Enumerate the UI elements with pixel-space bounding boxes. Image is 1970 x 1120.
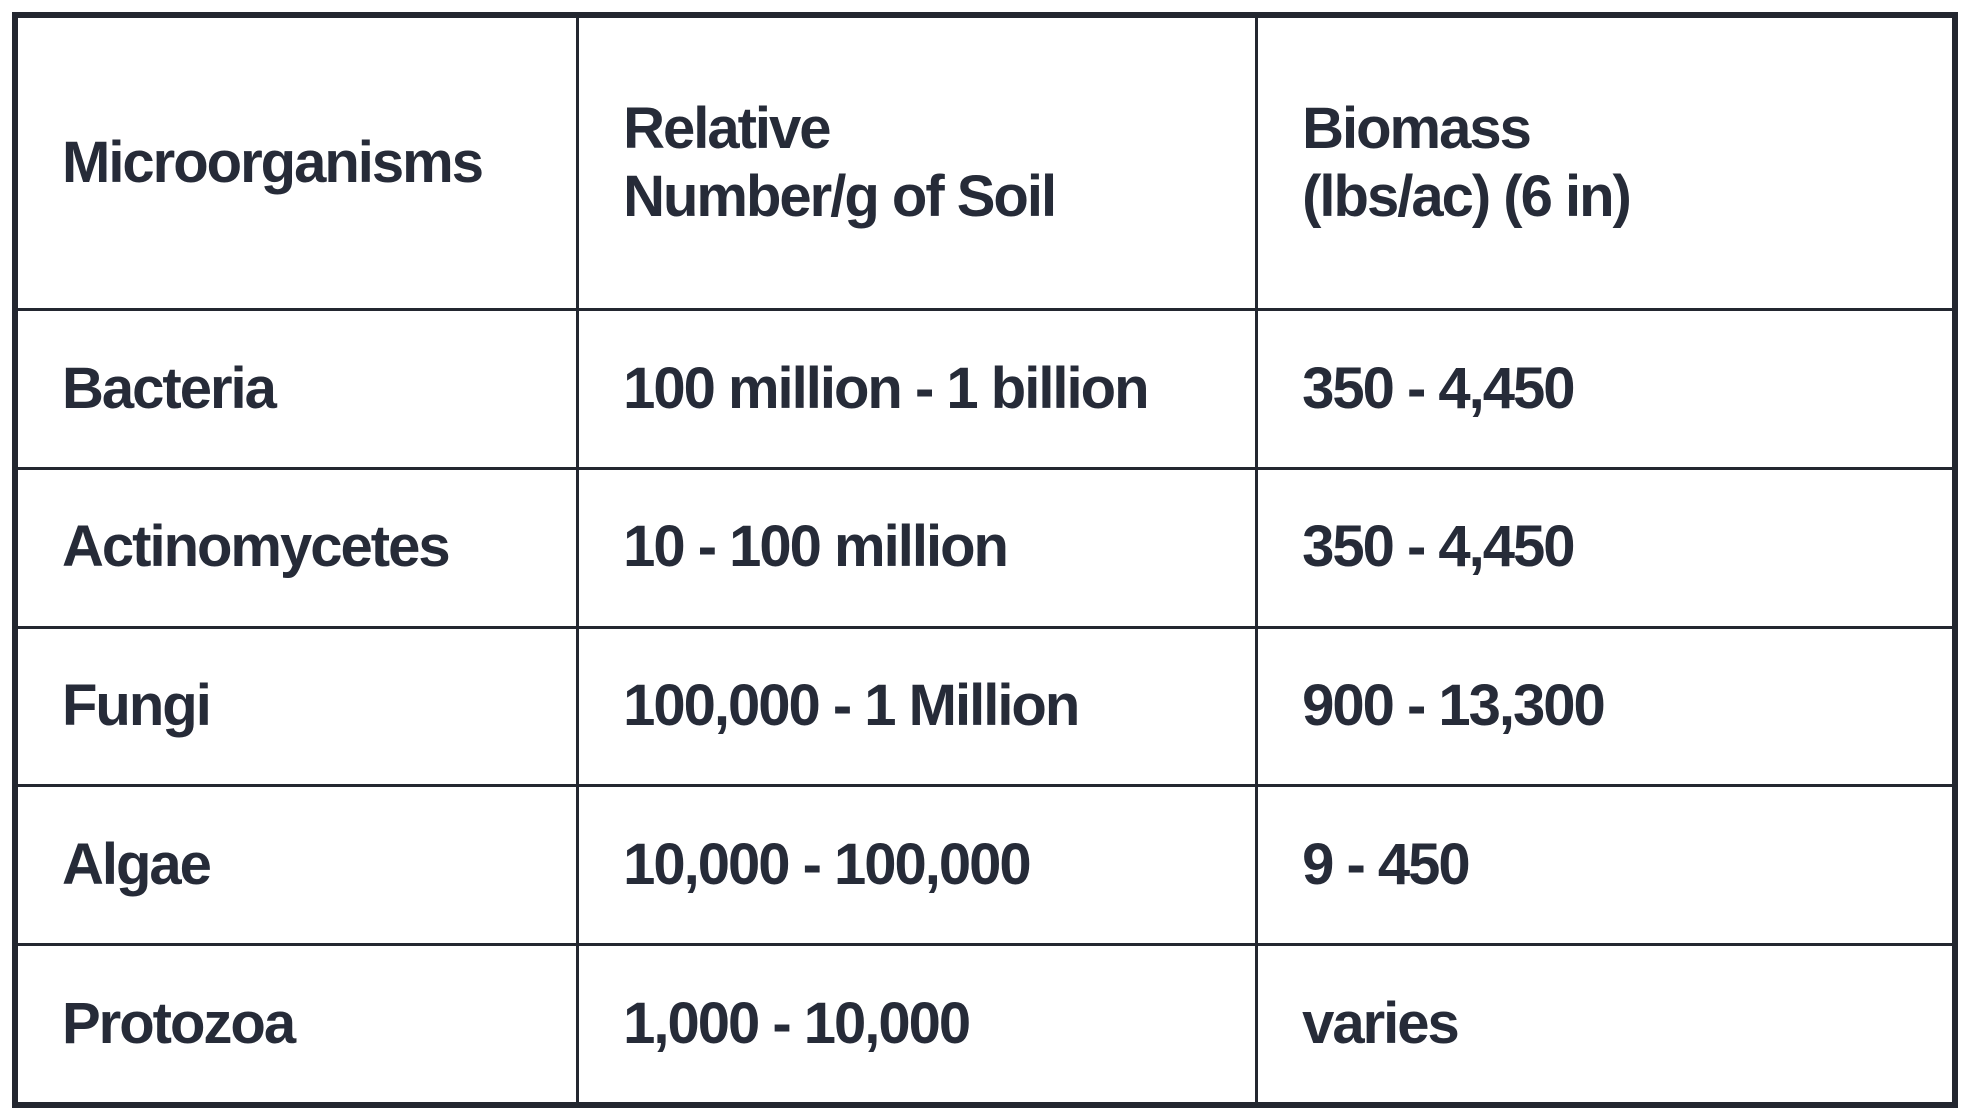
cell-biomass: 350 - 4,450 bbox=[1255, 466, 1957, 629]
header-relative-number: Relative Number/g of Soil bbox=[576, 13, 1259, 311]
cell-biomass: 350 - 4,450 bbox=[1255, 308, 1957, 470]
table-row: Bacteria 100 million - 1 billion 350 - 4… bbox=[13, 308, 1957, 470]
cell-organism-name: Algae bbox=[13, 784, 580, 947]
header-relative-line1: Relative bbox=[623, 95, 831, 161]
header-row: Microorganisms Relative Number/g of Soil… bbox=[13, 13, 1957, 311]
header-biomass-line2: (lbs/ac) (6 in) bbox=[1302, 164, 1632, 229]
header-biomass-line1: Biomass bbox=[1302, 95, 1532, 161]
cell-biomass: varies bbox=[1255, 943, 1957, 1107]
table-row: Algae 10,000 - 100,000 9 - 450 bbox=[13, 784, 1957, 947]
cell-biomass: 9 - 450 bbox=[1255, 784, 1957, 947]
cell-biomass: 900 - 13,300 bbox=[1255, 625, 1957, 788]
cell-relative-number: 100,000 - 1 Million bbox=[576, 625, 1259, 788]
cell-organism-name: Bacteria bbox=[13, 308, 580, 470]
cell-relative-number: 10,000 - 100,000 bbox=[576, 784, 1259, 947]
microorganisms-table: Microorganisms Relative Number/g of Soil… bbox=[12, 12, 1958, 1108]
cell-relative-number: 10 - 100 million bbox=[576, 466, 1259, 629]
header-microorganisms-label: Microorganisms bbox=[62, 129, 484, 195]
cell-organism-name: Actinomycetes bbox=[13, 466, 580, 629]
cell-relative-number: 1,000 - 10,000 bbox=[576, 943, 1259, 1107]
header-biomass: Biomass (lbs/ac) (6 in) bbox=[1255, 13, 1957, 311]
cell-relative-number: 100 million - 1 billion bbox=[576, 308, 1259, 470]
table-row: Fungi 100,000 - 1 Million 900 - 13,300 bbox=[13, 625, 1957, 788]
header-microorganisms: Microorganisms bbox=[13, 13, 580, 311]
table-row: Protozoa 1,000 - 10,000 varies bbox=[13, 943, 1957, 1107]
cell-organism-name: Protozoa bbox=[13, 943, 580, 1107]
cell-organism-name: Fungi bbox=[13, 625, 580, 788]
table-row: Actinomycetes 10 - 100 million 350 - 4,4… bbox=[13, 466, 1957, 629]
header-relative-line2: Number/g of Soil bbox=[623, 164, 1057, 229]
